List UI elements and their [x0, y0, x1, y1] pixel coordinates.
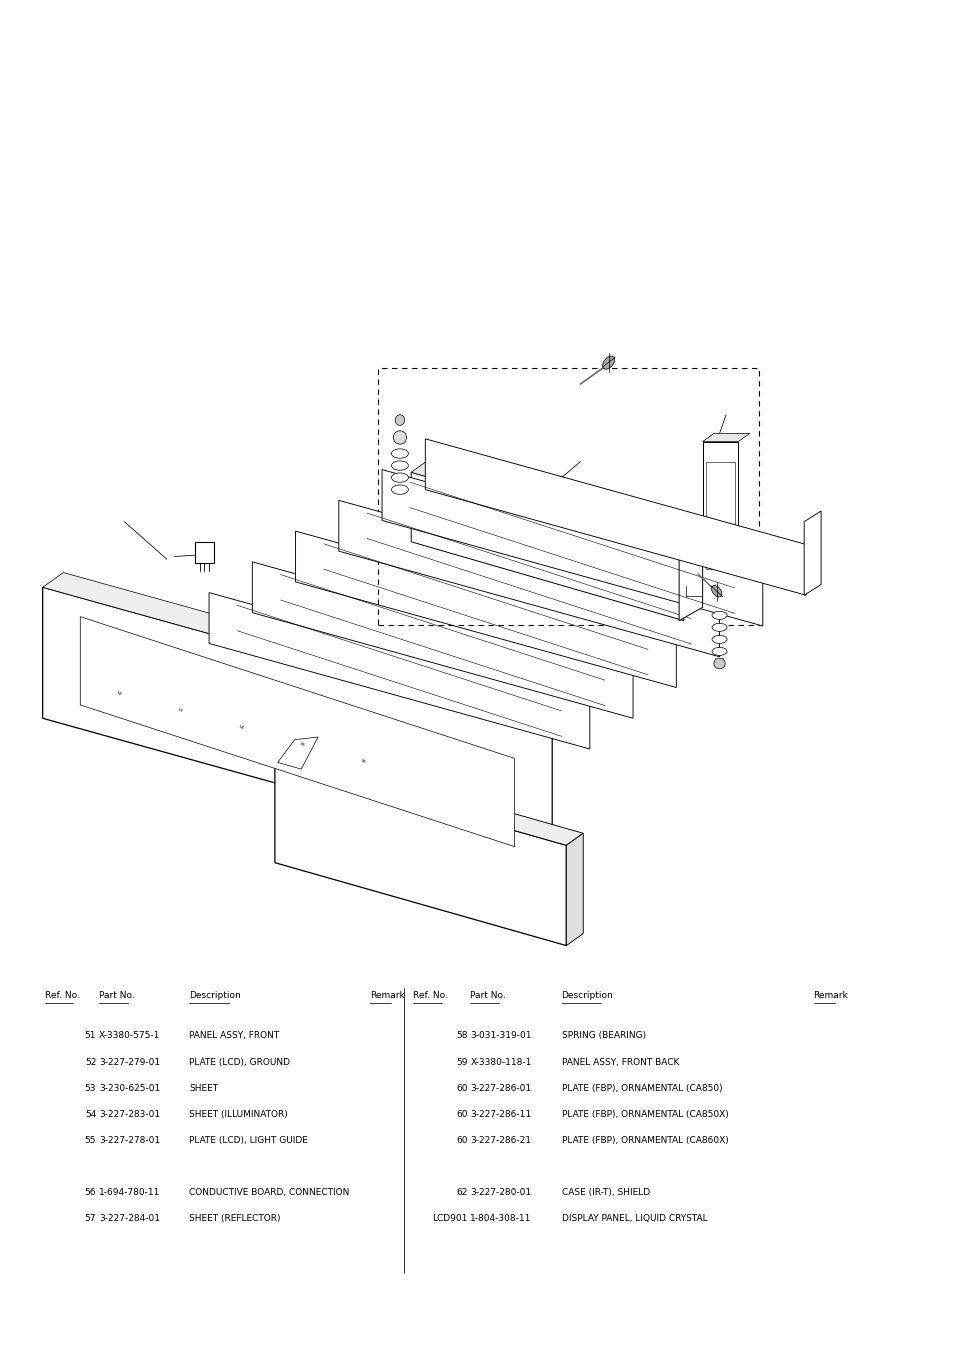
Text: 55: 55 — [299, 742, 305, 747]
Ellipse shape — [711, 611, 726, 619]
Text: PLATE (LCD), LIGHT GUIDE: PLATE (LCD), LIGHT GUIDE — [189, 1136, 308, 1144]
Text: LCD901: LCD901 — [432, 1215, 467, 1223]
Polygon shape — [803, 511, 821, 596]
Text: 54: 54 — [238, 725, 244, 730]
Ellipse shape — [713, 658, 724, 669]
Polygon shape — [566, 834, 582, 946]
Polygon shape — [209, 593, 589, 748]
Text: 53: 53 — [85, 1084, 96, 1093]
Polygon shape — [43, 573, 573, 730]
Polygon shape — [679, 540, 702, 620]
Polygon shape — [43, 588, 552, 861]
Text: 3-227-278-01: 3-227-278-01 — [99, 1136, 160, 1144]
Text: Ref. No.: Ref. No. — [45, 992, 79, 1000]
Text: DISPLAY PANEL, LIQUID CRYSTAL: DISPLAY PANEL, LIQUID CRYSTAL — [561, 1215, 706, 1223]
Text: 1-694-780-11: 1-694-780-11 — [99, 1188, 160, 1197]
Text: CASE (IR-T), SHIELD: CASE (IR-T), SHIELD — [561, 1188, 649, 1197]
Text: 1-804-308-11: 1-804-308-11 — [470, 1215, 531, 1223]
Text: 57: 57 — [85, 1215, 96, 1223]
Ellipse shape — [393, 431, 406, 444]
Ellipse shape — [711, 585, 721, 597]
Text: 3-227-283-01: 3-227-283-01 — [99, 1109, 160, 1119]
Polygon shape — [381, 470, 762, 626]
Polygon shape — [705, 462, 734, 569]
Ellipse shape — [711, 623, 726, 631]
Polygon shape — [274, 750, 582, 846]
Text: SHEET (ILLUMINATOR): SHEET (ILLUMINATOR) — [189, 1109, 288, 1119]
Text: 62: 62 — [456, 1188, 467, 1197]
Text: 55: 55 — [85, 1136, 96, 1144]
Polygon shape — [274, 762, 566, 946]
Text: CONDUCTIVE BOARD, CONNECTION: CONDUCTIVE BOARD, CONNECTION — [189, 1188, 350, 1197]
Text: 3-227-286-11: 3-227-286-11 — [470, 1109, 531, 1119]
Text: 52: 52 — [116, 692, 122, 696]
Text: PLATE (FBP), ORNAMENTAL (CA850X): PLATE (FBP), ORNAMENTAL (CA850X) — [561, 1109, 727, 1119]
Polygon shape — [194, 542, 213, 563]
Text: Description: Description — [561, 992, 613, 1000]
Polygon shape — [252, 562, 633, 719]
Text: 58: 58 — [456, 1031, 467, 1040]
Text: X-3380-575-1: X-3380-575-1 — [99, 1031, 160, 1040]
Text: 3-227-286-21: 3-227-286-21 — [470, 1136, 531, 1144]
Text: Ref. No.: Ref. No. — [413, 992, 448, 1000]
Ellipse shape — [391, 461, 408, 470]
Polygon shape — [411, 473, 683, 620]
Ellipse shape — [602, 357, 614, 369]
Text: 60: 60 — [456, 1136, 467, 1144]
Text: Remark: Remark — [370, 992, 404, 1000]
Polygon shape — [702, 442, 738, 589]
Text: 60: 60 — [456, 1109, 467, 1119]
Polygon shape — [277, 738, 317, 769]
Text: X-3380-118-1: X-3380-118-1 — [470, 1058, 531, 1066]
Text: 53: 53 — [177, 708, 183, 713]
Ellipse shape — [391, 449, 408, 458]
Text: Part No.: Part No. — [99, 992, 134, 1000]
Text: Description: Description — [189, 992, 241, 1000]
Ellipse shape — [395, 415, 404, 426]
Text: 51: 51 — [85, 1031, 96, 1040]
Polygon shape — [295, 531, 676, 688]
Text: 56: 56 — [360, 759, 367, 765]
Text: PLATE (FBP), ORNAMENTAL (CA860X): PLATE (FBP), ORNAMENTAL (CA860X) — [561, 1136, 727, 1144]
Text: 60: 60 — [456, 1084, 467, 1093]
Polygon shape — [411, 458, 703, 551]
Text: 3-227-280-01: 3-227-280-01 — [470, 1188, 531, 1197]
Text: PANEL ASSY, FRONT: PANEL ASSY, FRONT — [189, 1031, 279, 1040]
Text: 3-227-284-01: 3-227-284-01 — [99, 1215, 160, 1223]
Text: 3-031-319-01: 3-031-319-01 — [470, 1031, 532, 1040]
Text: 59: 59 — [456, 1058, 467, 1066]
Text: 3-230-625-01: 3-230-625-01 — [99, 1084, 160, 1093]
Ellipse shape — [711, 647, 726, 655]
Text: PLATE (FBP), ORNAMENTAL (CA850): PLATE (FBP), ORNAMENTAL (CA850) — [561, 1084, 721, 1093]
Text: 3-227-286-01: 3-227-286-01 — [470, 1084, 531, 1093]
Text: PANEL ASSY, FRONT BACK: PANEL ASSY, FRONT BACK — [561, 1058, 679, 1066]
Text: Part No.: Part No. — [470, 992, 506, 1000]
Text: 56: 56 — [85, 1188, 96, 1197]
Text: PLATE (LCD), GROUND: PLATE (LCD), GROUND — [189, 1058, 290, 1066]
Text: 52: 52 — [85, 1058, 96, 1066]
Polygon shape — [338, 500, 719, 657]
Text: SHEET: SHEET — [189, 1084, 218, 1093]
Text: SHEET (REFLECTOR): SHEET (REFLECTOR) — [189, 1215, 280, 1223]
Text: 3-227-279-01: 3-227-279-01 — [99, 1058, 160, 1066]
Polygon shape — [80, 616, 514, 847]
Ellipse shape — [711, 635, 726, 643]
Polygon shape — [702, 434, 749, 442]
Ellipse shape — [391, 473, 408, 482]
Text: Remark: Remark — [813, 992, 847, 1000]
Polygon shape — [425, 439, 805, 596]
Ellipse shape — [391, 485, 408, 494]
Text: 54: 54 — [85, 1109, 96, 1119]
Text: SPRING (BEARING): SPRING (BEARING) — [561, 1031, 645, 1040]
